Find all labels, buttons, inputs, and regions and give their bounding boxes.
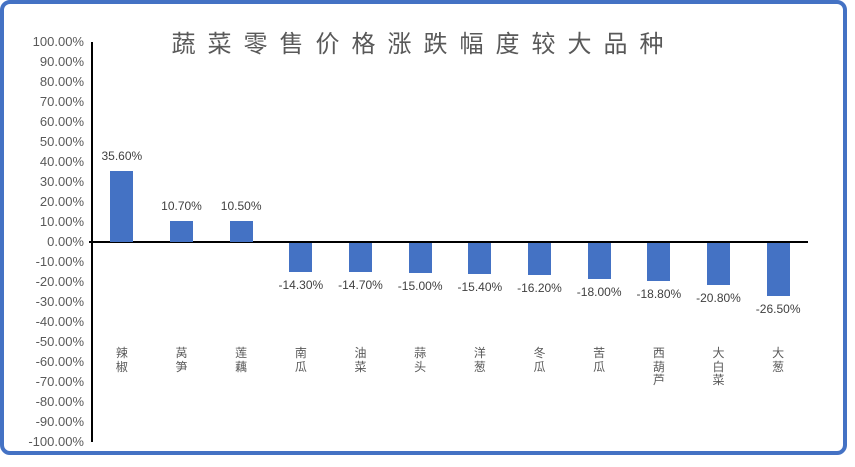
bar-value-label: -18.00%	[576, 285, 622, 299]
bar-value-label: 10.50%	[220, 199, 262, 213]
y-tick-label: -70.00%	[35, 374, 84, 389]
category-label: 大白菜	[712, 346, 725, 387]
y-tick-label: -30.00%	[35, 294, 84, 309]
y-tick-label: -60.00%	[35, 354, 84, 369]
y-tick-label: -90.00%	[35, 414, 84, 429]
x-axis-line	[89, 241, 808, 243]
y-tick-label: 0.00%	[47, 234, 84, 249]
bar	[766, 243, 790, 296]
bar	[587, 243, 611, 279]
bar	[528, 243, 551, 276]
category-label: 大葱	[772, 346, 785, 374]
y-tick-label: -40.00%	[35, 314, 84, 329]
category-label: 莲藕	[235, 346, 248, 374]
y-tick-label: -20.00%	[35, 274, 84, 289]
category-label: 洋葱	[473, 346, 486, 374]
category-label: 辣椒	[115, 346, 128, 374]
y-tick-label: 60.00%	[39, 114, 84, 129]
y-tick-label: 30.00%	[39, 174, 84, 189]
chart-frame: 蔬菜零售价格涨跌幅度较大品种 100.00% 90.00% 80.00% 70.00%…	[0, 0, 847, 455]
category-label: 蒜头	[414, 346, 427, 374]
y-tick-label: -80.00%	[35, 394, 84, 409]
plot-area: 100.00% 90.00% 80.00% 70.00% 60.00% 50.00% 40.…	[4, 4, 855, 467]
bar-value-label: -26.50%	[755, 302, 801, 316]
y-tick-label: 100.00%	[32, 34, 84, 49]
bar-value-label: -15.40%	[457, 279, 503, 294]
bar	[349, 243, 372, 273]
y-tick-label: 40.00%	[39, 154, 84, 169]
bar	[408, 243, 432, 273]
category-label: 莴笋	[175, 346, 188, 374]
bar-value-label: 10.70%	[161, 198, 202, 213]
y-tick-label: 80.00%	[39, 74, 84, 89]
y-tick-label: -50.00%	[35, 334, 84, 349]
category-label: 冬瓜	[533, 346, 546, 374]
bar-value-label: -14.70%	[338, 278, 383, 293]
chart-title: 蔬菜零售价格涨跌幅度较大品种	[171, 31, 676, 58]
y-tick-label: 90.00%	[39, 54, 84, 69]
bar-value-label: -14.30%	[278, 277, 324, 292]
bar-value-label: -16.20%	[517, 281, 562, 296]
y-tick-label: -10.00%	[35, 254, 84, 269]
bar	[468, 243, 492, 274]
bar-value-label: 35.60%	[101, 148, 143, 163]
bar-value-label: -18.80%	[636, 286, 682, 301]
category-label: 西葫芦	[652, 346, 665, 387]
bar	[170, 220, 193, 242]
bar-value-label: -20.80%	[696, 290, 741, 305]
bar	[229, 221, 253, 242]
category-label: 油菜	[354, 346, 367, 374]
y-tick-label: 50.00%	[39, 134, 84, 149]
bar	[647, 243, 671, 281]
bar	[289, 243, 313, 272]
y-tick-label: 70.00%	[39, 94, 84, 109]
y-tick-label: -100.00%	[28, 434, 84, 449]
bar	[110, 170, 134, 242]
category-label: 苦瓜	[593, 346, 606, 374]
category-label: 南瓜	[294, 346, 307, 374]
y-tick-label: 20.00%	[39, 194, 84, 209]
bar-value-label: -15.00%	[397, 279, 443, 293]
y-tick-label: 10.00%	[39, 214, 84, 229]
bar	[707, 243, 730, 285]
